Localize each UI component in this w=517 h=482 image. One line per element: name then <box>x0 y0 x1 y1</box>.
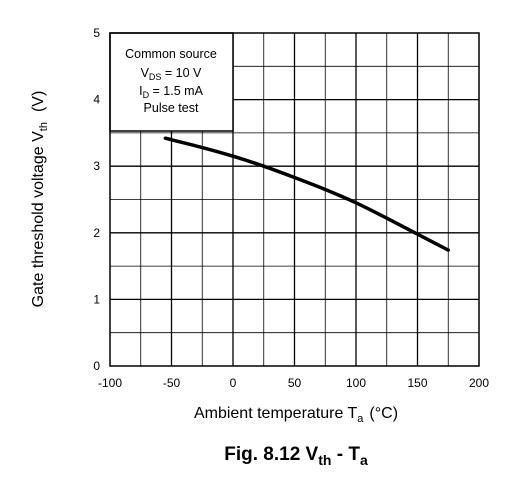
caption-middle: - T <box>331 444 360 465</box>
x-tick-label: 0 <box>230 376 237 390</box>
condition-vds-symbol: V <box>141 66 150 80</box>
condition-vds-value: = 10 V <box>161 66 202 80</box>
y-tick-label: 4 <box>93 93 100 107</box>
x-tick-label: 50 <box>288 376 302 390</box>
x-axis-title-main: Ambient temperature T <box>194 405 358 422</box>
y-tick-labels: 0 1 2 3 4 5 <box>93 26 100 373</box>
plot-frame <box>109 32 480 367</box>
x-tick-labels: -100 -50 0 50 100 150 200 <box>98 376 489 390</box>
y-axis-title-unit: (V) <box>30 91 47 112</box>
caption-subscript-1: th <box>318 452 331 468</box>
x-axis-title: Ambient temperature Ta (°C) <box>194 405 398 425</box>
caption-prefix: Fig. 8.12 V <box>224 444 318 465</box>
y-tick-label: 0 <box>93 359 100 373</box>
x-tick-label: 150 <box>407 376 427 390</box>
y-tick-label: 1 <box>93 292 100 306</box>
y-axis-title: Gate threshold voltage Vth (V) <box>30 91 50 308</box>
condition-line-2: VDS = 10 V <box>141 66 202 82</box>
y-axis-title-subscript: th <box>38 122 50 131</box>
caption-subscript-2: a <box>360 452 368 468</box>
x-axis-title-subscript: a <box>357 413 364 425</box>
x-tick-label: -50 <box>163 376 181 390</box>
x-axis-title-unit: (°C) <box>369 405 398 422</box>
condition-id-value: = 1.5 mA <box>149 84 204 98</box>
x-tick-label: -100 <box>98 376 122 390</box>
y-tick-label: 5 <box>93 26 100 40</box>
x-tick-label: 200 <box>469 376 489 390</box>
figure-caption: Fig. 8.12 Vth - Ta <box>224 444 368 468</box>
y-tick-label: 2 <box>93 226 100 240</box>
condition-line-4: Pulse test <box>144 101 199 115</box>
condition-line-1: Common source <box>125 47 217 61</box>
conditions-box-frame <box>109 32 234 132</box>
condition-id-symbol: I <box>139 84 142 98</box>
x-tick-label: 100 <box>346 376 366 390</box>
conditions-box: Common source VDS = 10 V ID = 1.5 mA Pul… <box>109 32 234 132</box>
major-grid <box>110 33 479 366</box>
condition-vds-subscript: DS <box>149 72 162 82</box>
y-tick-label: 3 <box>93 159 100 173</box>
condition-line-3: ID = 1.5 mA <box>139 84 203 100</box>
y-axis-title-main: Gate threshold voltage V <box>30 131 47 307</box>
series-line <box>163 136 450 252</box>
condition-id-subscript: D <box>143 90 150 100</box>
